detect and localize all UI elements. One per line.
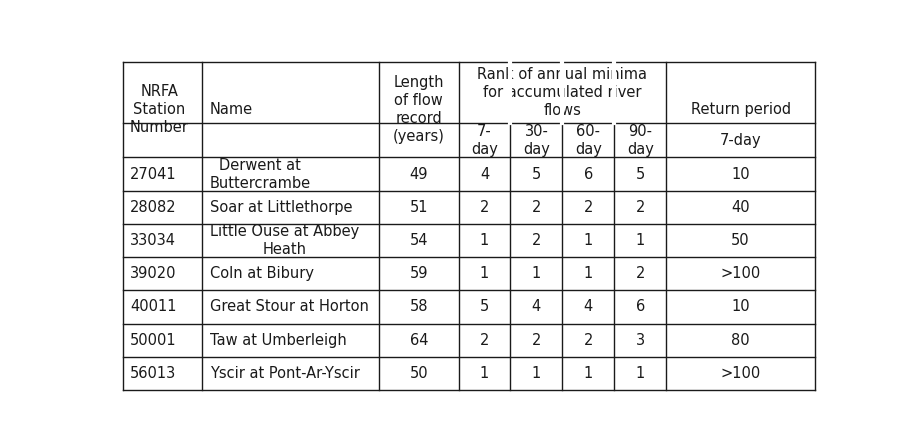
Text: 5: 5	[532, 167, 541, 181]
Text: 64: 64	[410, 333, 428, 348]
Text: 10: 10	[731, 167, 750, 181]
Text: 2: 2	[532, 233, 541, 248]
Text: 28082: 28082	[130, 200, 177, 215]
Text: 3: 3	[636, 333, 645, 348]
Text: 50001: 50001	[130, 333, 177, 348]
Text: 1: 1	[584, 233, 593, 248]
Text: 40011: 40011	[130, 300, 177, 314]
Text: Soar at Littlethorpe: Soar at Littlethorpe	[210, 200, 352, 215]
Text: 59: 59	[410, 266, 428, 281]
Text: Rank of annual minima
for accumulated river
flows: Rank of annual minima for accumulated ri…	[478, 67, 648, 118]
Text: 2: 2	[636, 266, 645, 281]
Text: 4: 4	[479, 167, 490, 181]
Text: 1: 1	[532, 366, 541, 381]
Text: 2: 2	[532, 333, 541, 348]
Text: 7-
day: 7- day	[471, 124, 498, 157]
Text: 56013: 56013	[130, 366, 177, 381]
Text: >100: >100	[720, 266, 760, 281]
Text: 2: 2	[479, 200, 490, 215]
Text: 4: 4	[532, 300, 541, 314]
Text: 2: 2	[636, 200, 645, 215]
Text: Coln at Bibury: Coln at Bibury	[210, 266, 314, 281]
Text: NRFA
Station
Number: NRFA Station Number	[130, 84, 188, 135]
Text: 6: 6	[584, 167, 593, 181]
Text: 1: 1	[532, 266, 541, 281]
Text: 30-
day: 30- day	[523, 124, 550, 157]
Text: 6: 6	[636, 300, 645, 314]
Text: 1: 1	[479, 266, 490, 281]
Text: 5: 5	[479, 300, 490, 314]
Text: 2: 2	[584, 333, 593, 348]
Text: 51: 51	[410, 200, 428, 215]
Text: Great Stour at Horton: Great Stour at Horton	[210, 300, 369, 314]
Text: 39020: 39020	[130, 266, 177, 281]
Text: 1: 1	[479, 233, 490, 248]
Text: 1: 1	[479, 366, 490, 381]
Text: Taw at Umberleigh: Taw at Umberleigh	[210, 333, 346, 348]
Text: 40: 40	[731, 200, 750, 215]
Text: 60-
day: 60- day	[575, 124, 602, 157]
Text: 5: 5	[636, 167, 645, 181]
Text: Length
of flow
record
(years): Length of flow record (years)	[393, 75, 445, 144]
Text: 54: 54	[410, 233, 428, 248]
Text: 90-
day: 90- day	[627, 124, 653, 157]
Text: 33034: 33034	[130, 233, 176, 248]
Text: 50: 50	[409, 366, 428, 381]
Text: 10: 10	[731, 300, 750, 314]
Text: 7-day: 7-day	[720, 133, 761, 148]
Text: Derwent at
Buttercrambe: Derwent at Buttercrambe	[210, 158, 311, 190]
Text: 27041: 27041	[130, 167, 177, 181]
Text: 1: 1	[636, 233, 645, 248]
Text: 2: 2	[479, 333, 490, 348]
Text: 80: 80	[731, 333, 750, 348]
Text: 49: 49	[410, 167, 428, 181]
Text: 50: 50	[731, 233, 750, 248]
Text: 58: 58	[410, 300, 428, 314]
Text: Name: Name	[210, 103, 253, 117]
Text: 1: 1	[636, 366, 645, 381]
Text: 2: 2	[584, 200, 593, 215]
Text: 1: 1	[584, 366, 593, 381]
Text: Little Ouse at Abbey
Heath: Little Ouse at Abbey Heath	[210, 224, 359, 257]
Text: 4: 4	[584, 300, 593, 314]
Text: Return period: Return period	[691, 103, 791, 117]
Text: Yscir at Pont-Ar-Yscir: Yscir at Pont-Ar-Yscir	[210, 366, 360, 381]
Text: 1: 1	[584, 266, 593, 281]
Text: >100: >100	[720, 366, 760, 381]
Text: 2: 2	[532, 200, 541, 215]
